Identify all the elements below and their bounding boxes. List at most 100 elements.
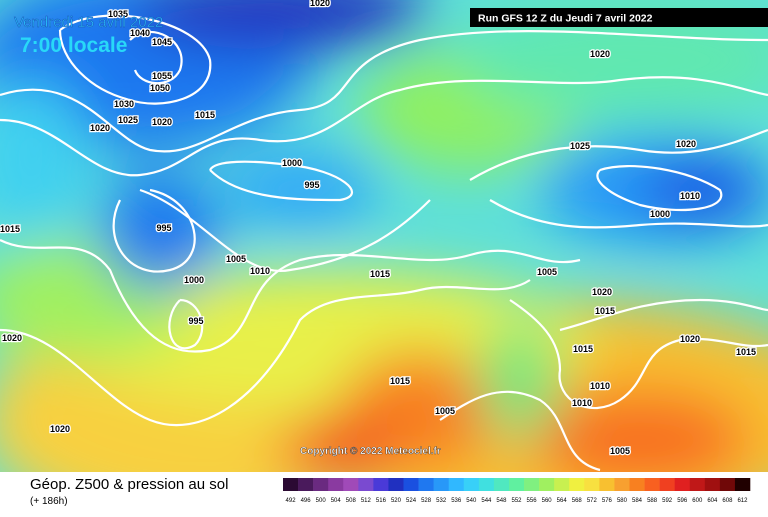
scale-label: 580 (617, 498, 628, 504)
scale-label: 584 (632, 498, 643, 504)
scale-swatch (448, 478, 465, 491)
isobar-label: 995 (304, 180, 319, 190)
scale-swatch (674, 478, 691, 491)
scale-label: 612 (737, 498, 748, 504)
scale-swatch (644, 478, 660, 491)
isobar-label: 995 (156, 223, 171, 233)
scale-label: 548 (496, 498, 507, 504)
isobar-label: 1020 (592, 287, 612, 297)
scale-label: 560 (542, 498, 553, 504)
scale-swatch (493, 478, 510, 491)
scale-label: 608 (722, 498, 733, 504)
scale-swatch (403, 478, 419, 491)
isobar-label: 1000 (282, 158, 302, 168)
scale-swatch (524, 478, 540, 491)
isobar-label: 1030 (114, 99, 134, 109)
isobar-label: 1010 (590, 381, 610, 391)
scale-label: 520 (391, 498, 402, 504)
scale-label: 500 (316, 498, 327, 504)
isobar-label: 1015 (573, 344, 593, 354)
scale-swatch (463, 478, 480, 491)
isobar-label: 1005 (610, 446, 630, 456)
isobar-label: 1025 (118, 115, 138, 125)
isobar-label: 1020 (680, 334, 700, 344)
isobar-label: 1055 (152, 71, 172, 81)
scale-swatch (734, 478, 751, 491)
isobar-label: 1025 (570, 141, 590, 151)
scale-swatch (373, 478, 389, 491)
scale-swatch (343, 478, 359, 491)
isobar-label: 1010 (680, 191, 700, 201)
isobar-label: 1005 (435, 406, 455, 416)
scale-label: 532 (436, 498, 447, 504)
isobars (0, 14, 768, 472)
isobar-label: 1015 (736, 347, 756, 357)
scale-label: 592 (662, 498, 673, 504)
scale-swatch (358, 478, 374, 491)
scale-swatch (569, 478, 585, 491)
isobar-label: 1020 (590, 49, 610, 59)
scale-label: 576 (602, 498, 613, 504)
scale-label: 496 (301, 498, 312, 504)
isobar-label: 1040 (130, 28, 150, 38)
isobar-label: 1010 (572, 398, 592, 408)
isobar-label: 1035 (108, 9, 128, 19)
scale-swatch (418, 478, 434, 491)
scale-swatch (599, 478, 615, 491)
copyright: Copyright © 2022 Meteociel.fr (300, 446, 441, 457)
scale-label: 528 (421, 498, 432, 504)
date-title: Vendredi 15 avril 2022 (14, 14, 163, 31)
scale-label: 516 (376, 498, 387, 504)
scale-swatch (328, 478, 344, 491)
scale-swatch (508, 478, 525, 491)
scale-swatch (388, 478, 404, 491)
isobar-label: 1000 (650, 209, 670, 219)
colour-scale: 492 496 500 504 508 512 516 520 524 528 532 536 540 5… (283, 478, 751, 504)
isobar-label: 1020 (310, 0, 330, 8)
lead-time: (+ 186h) (30, 496, 68, 507)
scale-label: 604 (707, 498, 718, 504)
scale-label: 492 (286, 498, 297, 504)
scale-label: 568 (572, 498, 583, 504)
scale-label: 504 (331, 498, 342, 504)
isobar-label: 1015 (390, 376, 410, 386)
scale-label: 596 (677, 498, 688, 504)
scale-label: 564 (557, 498, 568, 504)
scale-label: 508 (346, 498, 357, 504)
scale-swatch (313, 478, 329, 491)
isobar-label: 1050 (150, 83, 170, 93)
scale-swatch (478, 478, 495, 491)
scale-label: 524 (406, 498, 417, 504)
scale-swatch (283, 478, 299, 491)
scale-swatch (539, 478, 555, 491)
field-name: Géop. Z500 & pression au sol (30, 476, 228, 493)
isobar-label: 1005 (537, 267, 557, 277)
scale-swatch (659, 478, 675, 491)
isobar-label: 1020 (90, 123, 110, 133)
isobar-label: 1045 (152, 37, 172, 47)
isobar-label: 1020 (152, 117, 172, 127)
isobar-label: 1015 (370, 269, 390, 279)
scale-swatch (584, 478, 600, 491)
isobar-label: 1010 (250, 266, 270, 276)
run-box (470, 8, 768, 27)
isobar-label: 1005 (226, 254, 246, 264)
isobar-label: 1015 (195, 110, 215, 120)
scale-label: 572 (587, 498, 598, 504)
scale-label: 556 (527, 498, 538, 504)
scale-swatch (554, 478, 570, 491)
run-info: Run GFS 12 Z du Jeudi 7 avril 2022 (478, 13, 653, 25)
scale-label: 540 (466, 498, 477, 504)
isobar-label: 1015 (595, 306, 615, 316)
isobar-label: 1020 (676, 139, 696, 149)
scale-label: 588 (647, 498, 658, 504)
scale-swatch (689, 478, 706, 491)
isobar-label: 1020 (50, 424, 70, 434)
scale-swatch (704, 478, 721, 491)
scale-swatch (629, 478, 645, 491)
scale-label: 544 (481, 498, 492, 504)
